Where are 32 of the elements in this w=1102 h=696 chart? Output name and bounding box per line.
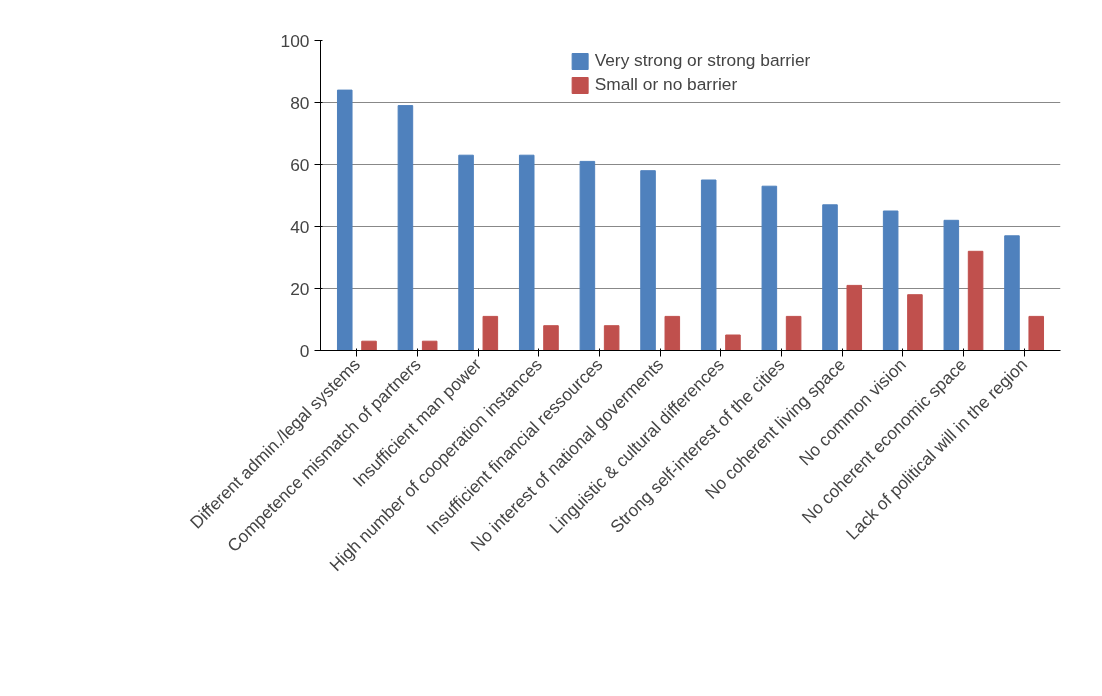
bar	[1004, 235, 1020, 351]
bar	[785, 315, 802, 351]
y-tick-label: 20	[290, 278, 310, 299]
y-tick-label: 60	[290, 154, 310, 175]
bar	[603, 325, 620, 351]
legend-label: Small or no barrier	[594, 74, 738, 95]
bar	[967, 250, 984, 351]
y-tick-label: 40	[290, 216, 310, 237]
y-tick-label: 100	[280, 30, 310, 51]
bar	[761, 185, 778, 351]
bar	[700, 179, 717, 351]
bar	[543, 325, 559, 351]
bar	[943, 219, 960, 351]
bar	[640, 170, 656, 351]
bar	[882, 210, 899, 351]
bar	[664, 315, 681, 351]
bar	[725, 334, 741, 351]
y-tick-label: 80	[290, 92, 310, 113]
legend-label: Very strong or strong barrier	[594, 50, 811, 71]
bar	[421, 340, 438, 351]
bar	[397, 105, 414, 351]
bar	[822, 204, 838, 351]
bar	[846, 284, 863, 351]
bar	[907, 294, 923, 351]
bar	[361, 340, 377, 351]
bar	[336, 89, 353, 351]
y-tick-label: 0	[299, 340, 310, 361]
bar	[1028, 315, 1045, 351]
bar	[518, 154, 535, 351]
bar	[482, 315, 499, 351]
bar	[579, 160, 596, 351]
bar	[458, 154, 474, 351]
